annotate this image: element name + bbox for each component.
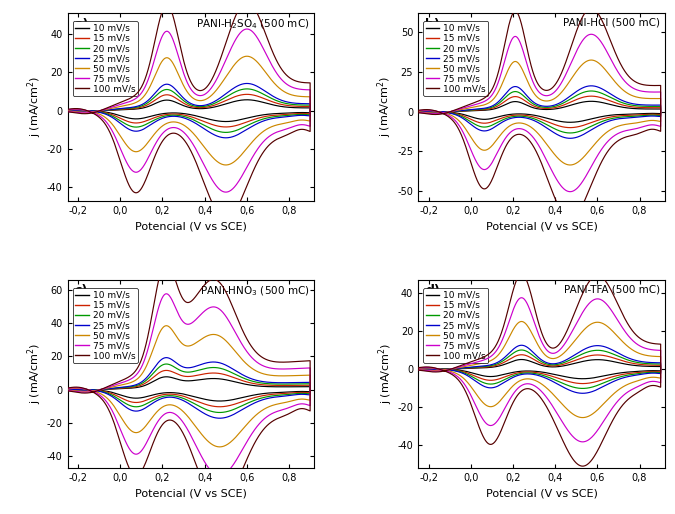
Text: PANI-TFA (500 mC): PANI-TFA (500 mC) (564, 284, 660, 295)
Text: c): c) (75, 284, 88, 298)
Y-axis label: j (mA/cm$^2$): j (mA/cm$^2$) (26, 343, 44, 405)
X-axis label: Potencial (V vs SCE): Potencial (V vs SCE) (485, 221, 597, 231)
Legend: 10 mV/s, 15 mV/s, 20 mV/s, 25 mV/s, 50 mV/s, 75 mV/s, 100 mV/s: 10 mV/s, 15 mV/s, 20 mV/s, 25 mV/s, 50 m… (73, 21, 138, 96)
Legend: 10 mV/s, 15 mV/s, 20 mV/s, 25 mV/s, 50 mV/s, 75 mV/s, 100 mV/s: 10 mV/s, 15 mV/s, 20 mV/s, 25 mV/s, 50 m… (73, 288, 138, 363)
Text: b): b) (425, 17, 440, 30)
Y-axis label: j (mA/cm$^2$): j (mA/cm$^2$) (26, 76, 44, 137)
Text: a): a) (75, 17, 89, 30)
X-axis label: Potencial (V vs SCE): Potencial (V vs SCE) (485, 488, 597, 498)
Legend: 10 mV/s, 15 mV/s, 20 mV/s, 25 mV/s, 50 mV/s, 75 mV/s, 100 mV/s: 10 mV/s, 15 mV/s, 20 mV/s, 25 mV/s, 50 m… (423, 288, 489, 363)
X-axis label: Potencial (V vs SCE): Potencial (V vs SCE) (135, 221, 247, 231)
Y-axis label: j (mA/cm$^2$): j (mA/cm$^2$) (376, 343, 394, 405)
Text: PANI-H$_2$SO$_4$ (500 mC): PANI-H$_2$SO$_4$ (500 mC) (196, 17, 309, 31)
Legend: 10 mV/s, 15 mV/s, 20 mV/s, 25 mV/s, 50 mV/s, 75 mV/s, 100 mV/s: 10 mV/s, 15 mV/s, 20 mV/s, 25 mV/s, 50 m… (423, 21, 489, 96)
Text: PANI-HCl (500 mC): PANI-HCl (500 mC) (563, 17, 660, 28)
Text: PANI-HNO$_3$ (500 mC): PANI-HNO$_3$ (500 mC) (200, 284, 309, 298)
X-axis label: Potencial (V vs SCE): Potencial (V vs SCE) (135, 488, 247, 498)
Y-axis label: j (mA/cm$^2$): j (mA/cm$^2$) (376, 76, 394, 137)
Text: d): d) (425, 284, 440, 298)
